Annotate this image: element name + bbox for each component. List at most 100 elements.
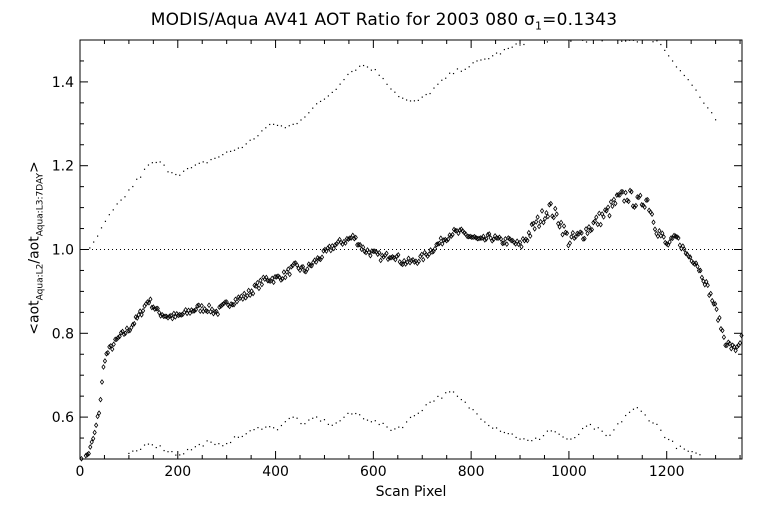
data-point-dot (112, 209, 114, 211)
data-point-diamond (205, 308, 210, 315)
data-point-dot (300, 422, 302, 425)
data-point-diamond (281, 269, 286, 275)
data-point-dot (503, 48, 505, 51)
data-point-dot (269, 426, 271, 428)
data-point-diamond (206, 302, 212, 309)
data-point-diamond (444, 237, 449, 244)
data-point-dot (370, 69, 372, 71)
chart-title: MODIS/Aqua AV41 AOT Ratio for 2003 080 σ… (0, 10, 768, 32)
data-point-dot (558, 433, 560, 435)
data-point-diamond (705, 282, 710, 289)
data-point-dot (249, 430, 251, 432)
data-point-diamond (611, 196, 616, 203)
data-point-diamond (676, 235, 681, 241)
data-point-diamond (360, 244, 366, 251)
data-point-diamond (294, 262, 300, 268)
data-point-diamond (713, 300, 718, 307)
data-point-dot (515, 436, 517, 439)
data-point-dot (714, 119, 717, 121)
data-point-dot (695, 89, 697, 91)
data-point-diamond (470, 234, 476, 241)
data-point-diamond (487, 231, 492, 237)
data-point-dot (362, 418, 365, 420)
data-point-diamond (99, 379, 105, 385)
data-point-diamond (501, 240, 506, 246)
data-point-diamond (91, 435, 96, 442)
data-point-diamond (478, 235, 483, 241)
data-point-dot (550, 430, 552, 432)
data-point-diamond (633, 202, 638, 209)
data-point-diamond (108, 342, 113, 349)
data-point-diamond (581, 236, 586, 242)
data-point-dot (343, 416, 345, 418)
data-point-dot (93, 241, 95, 243)
data-point-diamond (598, 221, 603, 228)
data-point-diamond (544, 209, 549, 216)
data-point-diamond (553, 205, 558, 212)
data-point-diamond (85, 451, 90, 458)
data-point-dot (535, 437, 537, 439)
data-point-dot (198, 443, 200, 446)
data-point-diamond (187, 310, 193, 317)
data-point-diamond (368, 252, 373, 259)
data-point-dot (241, 146, 243, 149)
data-point-dot (327, 423, 329, 425)
data-point-diamond (629, 188, 634, 195)
data-point-diamond (356, 241, 361, 248)
data-point-dot (233, 436, 236, 438)
data-point-dot (425, 404, 427, 406)
data-point-diamond (680, 243, 685, 249)
data-point-diamond (642, 204, 647, 211)
data-point-dot (100, 227, 103, 229)
data-point-dot (636, 41, 638, 43)
data-point-dot (319, 420, 322, 422)
data-point-diamond (441, 237, 446, 243)
data-point-dot (621, 421, 623, 423)
data-point-dot (405, 99, 408, 101)
data-point-dot (351, 70, 353, 73)
data-point-dot (128, 189, 130, 191)
x-tick-label: 0 (76, 464, 85, 480)
data-point-diamond (113, 336, 118, 343)
data-point-diamond (280, 275, 285, 282)
data-point-diamond (735, 343, 740, 350)
data-point-diamond (500, 240, 505, 247)
data-point-dot (402, 426, 404, 429)
data-point-diamond (434, 241, 439, 248)
data-point-diamond (192, 307, 197, 314)
data-point-diamond (258, 277, 263, 284)
data-point-diamond (283, 274, 288, 281)
data-point-dot (179, 454, 181, 456)
data-point-dot (386, 426, 388, 428)
data-point-dot (249, 139, 251, 141)
data-point-dot (707, 107, 709, 109)
data-point-diamond (171, 310, 176, 317)
data-point-dot (566, 438, 568, 440)
data-point-dot (159, 161, 161, 163)
plot-border (79, 39, 743, 460)
data-point-diamond (419, 251, 424, 258)
data-point-dot (691, 84, 693, 86)
data-point-dot (147, 443, 150, 445)
data-point-dot (288, 125, 290, 127)
data-point-dot (190, 449, 193, 451)
data-point-dot (253, 429, 255, 431)
data-point-dot (304, 423, 306, 425)
data-point-dot (316, 416, 318, 418)
data-point-diamond (721, 334, 727, 341)
data-point-diamond (589, 226, 594, 233)
data-point-dot (202, 161, 204, 163)
data-point-dot (433, 87, 435, 89)
data-point-dot (437, 395, 439, 398)
data-point-diamond (547, 201, 552, 208)
data-point-diamond (343, 240, 348, 246)
data-point-diamond (534, 219, 539, 225)
data-point-dot (136, 450, 138, 452)
data-point-dot (503, 431, 505, 434)
data-point-diamond (652, 226, 658, 233)
data-point-diamond (632, 204, 637, 210)
data-point-diamond (396, 252, 401, 258)
data-point-dot (589, 423, 592, 426)
data-point-dot (151, 162, 153, 164)
data-point-dot (460, 398, 462, 401)
